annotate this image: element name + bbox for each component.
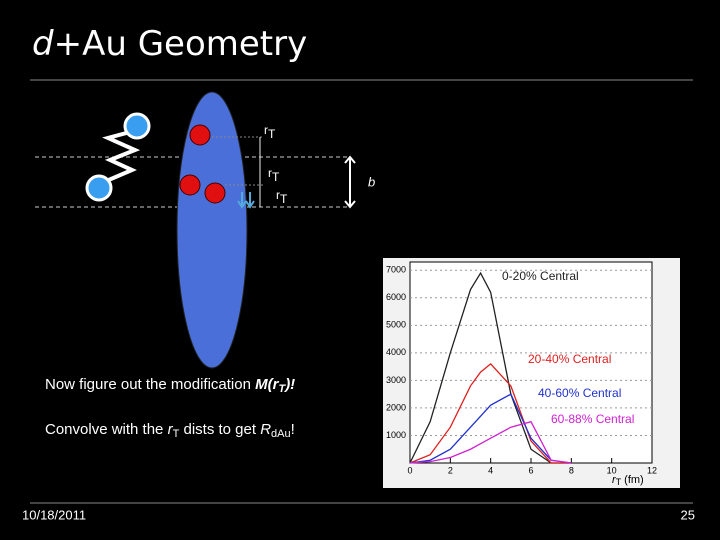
rt-label: rT: [276, 188, 288, 206]
b-label: b: [368, 174, 375, 189]
x-label-part: (fm): [624, 474, 644, 486]
series-label: 20-40% Central: [528, 352, 611, 366]
body-line: Now figure out the modification M(rT)!: [45, 376, 295, 395]
series-line: [409, 362, 572, 464]
x-label-part: r: [612, 474, 617, 486]
slide-title: d+Au Geometry: [32, 24, 307, 64]
series-line: [409, 393, 572, 464]
x-tick-label: 4: [488, 465, 493, 475]
text: Now figure out the modification: [45, 376, 255, 393]
nucleon: [189, 124, 211, 146]
page-number: 25: [681, 507, 695, 522]
rt-label: rT: [268, 166, 280, 184]
text: dAu: [271, 428, 291, 440]
nucleon: [179, 174, 201, 196]
y-tick-label: 6000: [386, 292, 406, 302]
nucleus: [176, 91, 248, 369]
y-tick-label: 2000: [386, 402, 406, 412]
rt-sub: T: [268, 127, 276, 141]
x-tick-label: 6: [528, 465, 533, 475]
rt-r: r: [264, 123, 268, 137]
footer-date: 10/18/2011: [22, 507, 86, 522]
x-tick-label: 10: [607, 465, 617, 475]
y-tick-label: 7000: [386, 265, 406, 275]
text: Convolve with the: [45, 421, 168, 438]
nucleon: [123, 112, 151, 140]
text: M(r: [255, 376, 279, 393]
series-label: 60-88% Central: [551, 412, 634, 426]
series-line: [409, 420, 572, 464]
title-part: d: [32, 24, 54, 64]
text: !: [291, 421, 295, 438]
b-arrow: [344, 155, 356, 209]
deuteron-link: [102, 130, 141, 184]
nucleon: [204, 182, 226, 204]
body-line: Convolve with the rT dists to get RdAu!: [45, 421, 295, 440]
rt-label: rT: [264, 123, 276, 141]
y-tick-label: 5000: [386, 320, 406, 330]
y-tick-label: 4000: [386, 347, 406, 357]
rt-sub: T: [280, 192, 288, 206]
arrows: [237, 192, 255, 209]
text: T: [173, 428, 180, 440]
rt-r: r: [268, 166, 272, 180]
x-axis-label: rT (fm): [612, 474, 644, 487]
text: r: [168, 421, 174, 438]
x-tick-label: 12: [647, 465, 657, 475]
x-tick-label: 2: [448, 465, 453, 475]
text: T: [278, 383, 286, 395]
text: )!: [283, 376, 295, 393]
rt-sub: T: [272, 170, 280, 184]
rt-r: r: [276, 188, 280, 202]
y-tick-label: 1000: [386, 430, 406, 440]
diagram: rT rT rT b: [35, 91, 375, 369]
nucleon: [85, 174, 113, 202]
series-line: [409, 271, 572, 464]
x-tick-label: 0: [407, 465, 412, 475]
series-label: 40-60% Central: [538, 386, 621, 400]
title-part: +Au Geometry: [54, 24, 308, 64]
text: R: [260, 421, 271, 438]
x-label-part: T: [616, 477, 622, 487]
y-tick-label: 3000: [386, 375, 406, 385]
series-label: 0-20% Central: [502, 269, 579, 283]
x-tick-label: 8: [569, 465, 574, 475]
plot-frame: [409, 261, 653, 464]
text: dists to get: [179, 421, 260, 438]
